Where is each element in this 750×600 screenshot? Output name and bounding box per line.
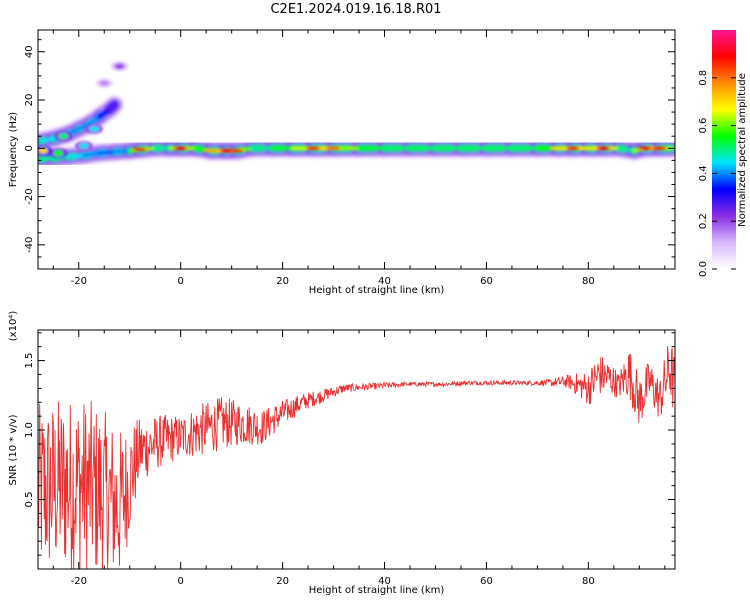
heatmap-core	[66, 153, 86, 159]
heatmap-xtick-label: 80	[582, 276, 595, 287]
heatmap-core	[38, 136, 56, 143]
spectrogram-panel: -20 0 20 40 60 80 Height of straight line (km)…	[8, 29, 676, 296]
heatmap-peak	[204, 148, 219, 153]
heatmap-blob-core	[114, 63, 125, 70]
heatmap-ytick-label: -40	[24, 237, 35, 253]
colorbar-label: Normalized spectral amplitude	[737, 73, 748, 227]
heatmap-peak	[306, 146, 321, 151]
heatmap-core	[77, 122, 91, 131]
heatmap-core	[97, 150, 117, 155]
heatmap-peak	[229, 148, 244, 153]
heatmap-xtick-label: 0	[178, 276, 184, 287]
heatmap-peak	[132, 147, 147, 152]
snr-ylabel: SNR (10 * v/v)	[8, 414, 19, 485]
snr-xtick-label: -20	[71, 576, 87, 587]
colorbar-tick-label: 0.0	[698, 261, 709, 277]
heatmap-blob-core	[78, 142, 89, 149]
heatmap-plot-area	[38, 61, 675, 168]
heatmap-main-ridge	[38, 140, 675, 168]
heatmap-peak	[596, 146, 611, 151]
heatmap-core	[87, 115, 101, 126]
snr-panel: -20 0 20 40 60 80 Height of straight line (km)…	[8, 311, 676, 596]
heatmap-blob-core	[58, 133, 69, 140]
heatmap-core	[38, 156, 56, 161]
heatmap-peak	[581, 146, 596, 151]
heatmap-core	[617, 146, 636, 153]
heatmap-blobs	[38, 61, 129, 159]
colorbar-tick-label: 0.4	[698, 165, 709, 181]
snr-multiplier-label: (x10⁴)	[8, 311, 19, 342]
heatmap-peak	[550, 146, 565, 151]
heatmap-main-ridge-core	[38, 146, 675, 161]
heatmap-xtick-label: 40	[378, 276, 391, 287]
heatmap-core	[97, 107, 112, 119]
heatmap-upper-branch-glow	[38, 96, 123, 150]
colorbar-tick-label: 0.6	[698, 118, 709, 134]
snr-ytick-label: 0.5	[24, 492, 35, 508]
chart-title: C2E1.2024.019.16.18.R01	[270, 2, 442, 17]
heatmap-axes-frame	[37, 29, 676, 270]
heatmap-upper-branch	[38, 96, 123, 150]
heatmap-ylabel: Frequency (Hz)	[8, 112, 19, 188]
heatmap-xtick-label: 20	[276, 276, 289, 287]
heatmap-xtick-label: 60	[480, 276, 493, 287]
colorbar: 0.0 0.2 0.4 0.6 0.8 Normalized spectral ampli…	[698, 30, 748, 277]
heatmap-blob-core	[38, 147, 49, 154]
heatmap-peak	[637, 146, 652, 151]
heatmap-ytick-label: 0	[24, 145, 35, 151]
heatmap-blob-core	[99, 80, 110, 87]
colorbar-gradient	[712, 30, 736, 269]
heatmap-peak	[219, 148, 234, 153]
heatmap-peak	[566, 146, 581, 151]
colorbar-tick-label: 0.2	[698, 213, 709, 229]
heatmap-peak	[652, 146, 667, 151]
snr-xtick-label: 40	[378, 576, 391, 587]
snr-xtick-label: 60	[480, 576, 493, 587]
colorbar-tick-label: 0.8	[698, 70, 709, 86]
snr-plot-area	[38, 346, 675, 569]
heatmap-ytick-label: -20	[24, 188, 35, 204]
heatmap-ytick-label: 20	[24, 94, 35, 107]
heatmap-core	[112, 148, 132, 154]
heatmap-core	[107, 103, 117, 112]
heatmap-peak	[326, 146, 341, 151]
heatmap-ytick-label: 40	[24, 45, 35, 58]
heatmap-peak	[173, 146, 188, 151]
snr-xlabel: Height of straight line (km)	[309, 585, 445, 596]
heatmap-xtick-label: -20	[71, 276, 87, 287]
snr-axes-frame	[37, 329, 676, 570]
snr-ytick-label: 1.5	[24, 353, 35, 369]
snr-series-line-0	[38, 346, 675, 569]
snr-xtick-label: 0	[178, 576, 184, 587]
snr-xtick-label: 20	[276, 576, 289, 587]
snr-ytick-label: 1.0	[24, 422, 35, 438]
heatmap-blob-core	[53, 150, 64, 157]
heatmap-core	[82, 151, 101, 158]
heatmap-blob-core	[89, 125, 100, 132]
heatmap-xlabel: Height of straight line (km)	[309, 285, 445, 296]
snr-xtick-label: 80	[582, 576, 595, 587]
